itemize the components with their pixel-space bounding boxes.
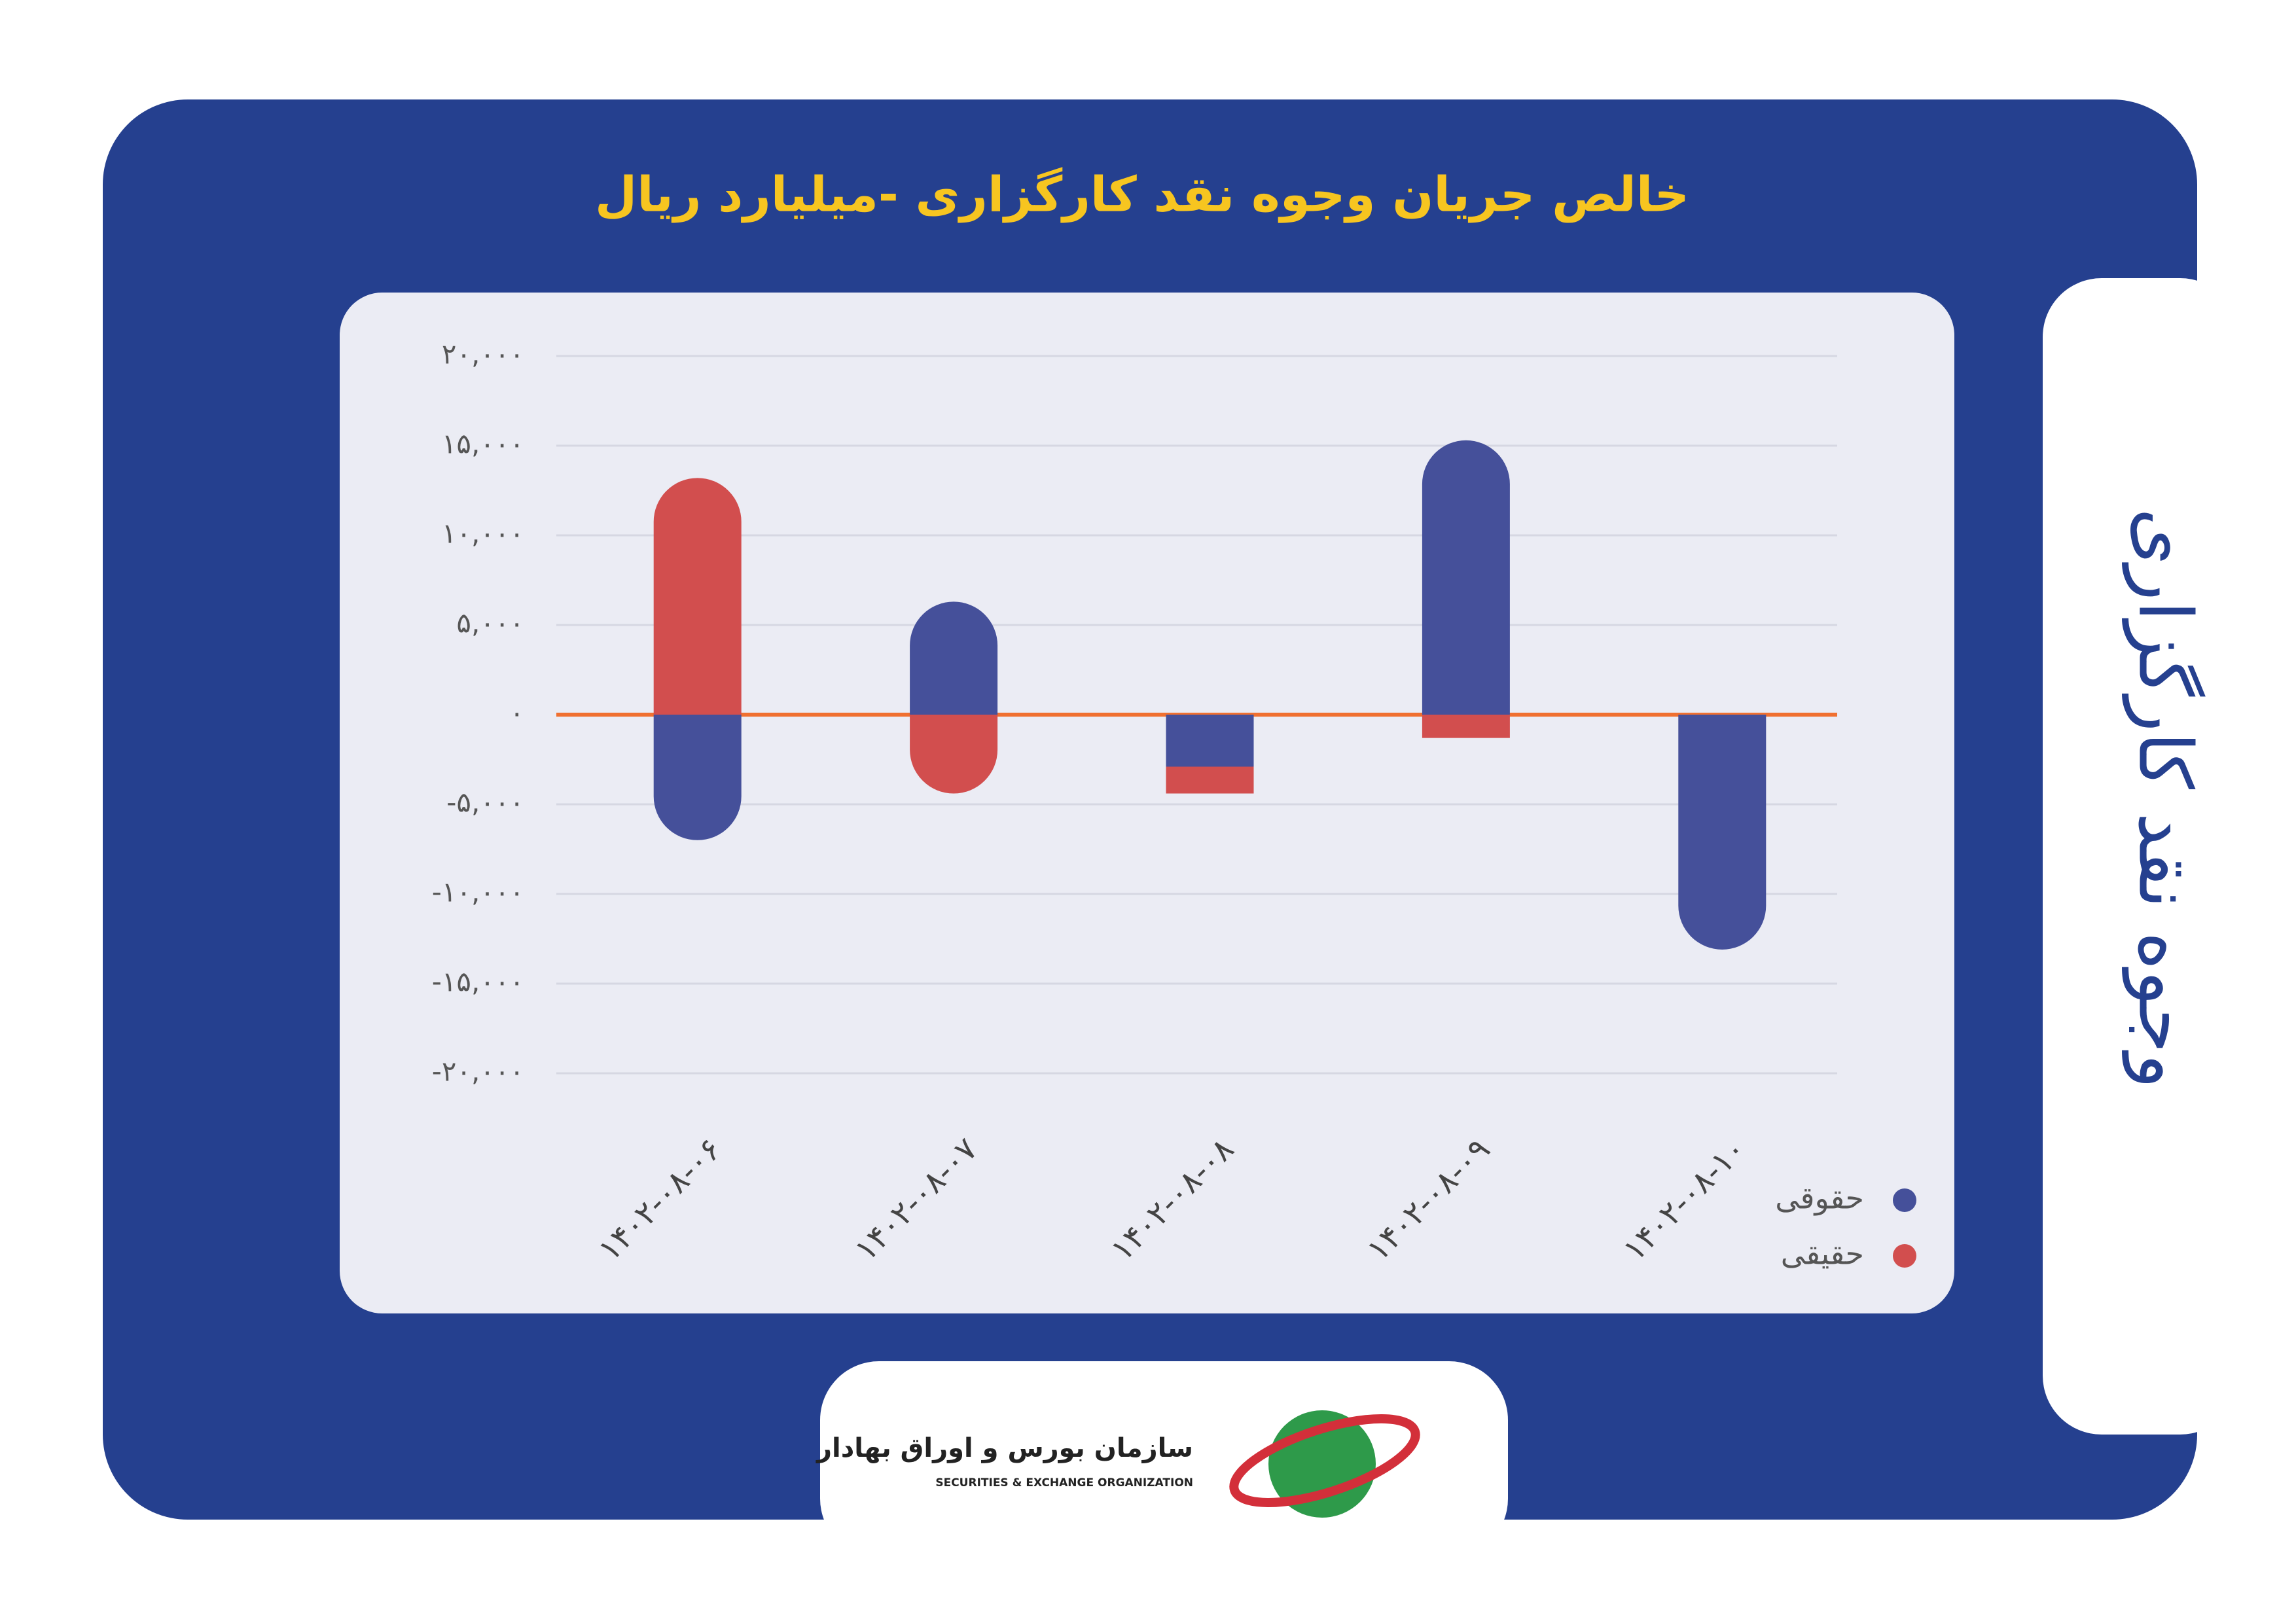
y-tick-label: -۱۵,۰۰۰ (432, 966, 524, 998)
bar (653, 478, 742, 715)
y-tick-label: ۱۵,۰۰۰ (442, 428, 524, 460)
logo-name: سازمان بورس و اوراق بهادار (816, 1433, 1193, 1463)
bar (653, 715, 742, 840)
bar (910, 601, 998, 715)
bar (1166, 715, 1254, 767)
logo-name-en: SECURITIES & EXCHANGE ORGANIZATION (935, 1476, 1193, 1489)
bar (1422, 715, 1510, 738)
y-tick-label: ۲۰,۰۰۰ (442, 338, 524, 370)
y-tick-label: -۵,۰۰۰ (446, 787, 524, 819)
bar (1166, 766, 1254, 794)
y-tick-label: ۵,۰۰۰ (456, 607, 524, 639)
legend-label: حقیقی (1781, 1236, 1864, 1272)
y-tick-label: ۰ (509, 697, 524, 729)
legend-marker (1893, 1188, 1916, 1212)
legend-marker (1893, 1244, 1916, 1268)
bars (653, 440, 1767, 950)
frame-notch (2043, 278, 2239, 1435)
legend-label: حقوقی (1775, 1181, 1864, 1217)
chart-title: خالص جریان وجوه نقد کارگزاری -میلیارد ری… (595, 167, 1689, 224)
logo-ring (1229, 1414, 1420, 1507)
y-tick-label: ۱۰,۰۰۰ (442, 518, 524, 550)
bar (1422, 440, 1510, 715)
plot-panel (340, 293, 1954, 1313)
bar (1678, 715, 1767, 950)
y-tick-label: -۱۰,۰۰۰ (432, 876, 524, 908)
y-tick-label: -۲۰,۰۰۰ (432, 1056, 524, 1088)
bar (910, 715, 998, 794)
side-title: وجوه نقد کارگزاری (2121, 508, 2207, 1088)
logo: سازمان بورس و اوراق بهادار SECURITIES & … (816, 1410, 1420, 1518)
